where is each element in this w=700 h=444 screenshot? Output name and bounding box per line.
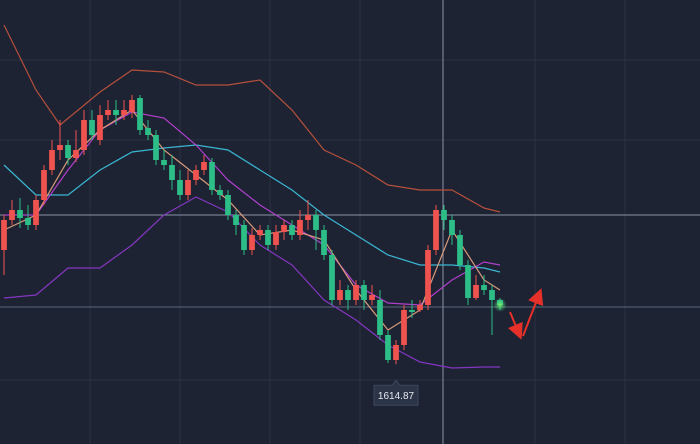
candle-body (377, 300, 383, 335)
candle-body (97, 115, 103, 140)
candle-body (57, 145, 63, 150)
candle-body (121, 110, 127, 115)
candle-body (369, 295, 375, 300)
candle-body (241, 225, 247, 250)
candle-body (217, 190, 223, 195)
arrow (522, 288, 544, 337)
candle-body (233, 215, 239, 225)
candle-body (385, 335, 391, 360)
candle-body (449, 220, 455, 235)
candle-body (313, 215, 319, 230)
candle-body (329, 255, 335, 300)
candle-body (129, 100, 135, 112)
candle-body (89, 120, 95, 135)
candle-body (401, 310, 407, 345)
candle-body (489, 290, 495, 300)
indicator-line (3, 196, 500, 369)
price-glow (493, 298, 507, 312)
candle-body (257, 230, 263, 235)
candle-body (409, 310, 415, 312)
candle-body (353, 285, 359, 300)
candle-body (265, 230, 271, 245)
candle-body (417, 305, 423, 310)
annotation-box (373, 379, 419, 406)
candle-body (337, 290, 343, 300)
candle-body (425, 250, 431, 305)
candle-body (433, 210, 439, 250)
arrow (507, 311, 523, 340)
candle-body (137, 98, 143, 130)
candle-body (81, 120, 87, 150)
candle-body (9, 210, 15, 220)
candle-body (473, 285, 479, 298)
candle-body (185, 180, 191, 195)
candle-body (25, 218, 31, 225)
candle-body (33, 200, 39, 225)
candle-body (113, 110, 119, 115)
candle-body (209, 162, 215, 190)
candle-body (105, 110, 111, 115)
candle-body (169, 165, 175, 180)
plot-area: 1614.87 (1, 24, 507, 406)
candle-body (465, 265, 471, 298)
candle-body (201, 162, 207, 170)
candle-body (177, 180, 183, 195)
candle-body (153, 135, 159, 160)
candle-body (457, 235, 463, 265)
candle-body (1, 220, 7, 250)
candle-body (273, 232, 279, 245)
candle-body (281, 225, 287, 232)
annotation-label: 1614.87 (378, 391, 415, 402)
candle-body (441, 210, 447, 220)
candle-body (345, 290, 351, 300)
candle-body (49, 150, 55, 170)
candle-body (321, 230, 327, 255)
candle-body (17, 210, 23, 218)
candle-body (393, 345, 399, 360)
candle-body (297, 220, 303, 235)
candle-body (73, 150, 79, 158)
candle-body (161, 160, 167, 165)
candle-body (41, 170, 47, 200)
candle-body (249, 235, 255, 250)
indicator-line (3, 24, 501, 213)
candle-body (481, 285, 487, 290)
candle-body (361, 285, 367, 300)
candle-body (225, 195, 231, 215)
candle-body (289, 225, 295, 235)
candle-body (145, 128, 151, 135)
candle-body (65, 145, 71, 158)
candle-body (305, 215, 311, 220)
candle-body (193, 170, 199, 180)
